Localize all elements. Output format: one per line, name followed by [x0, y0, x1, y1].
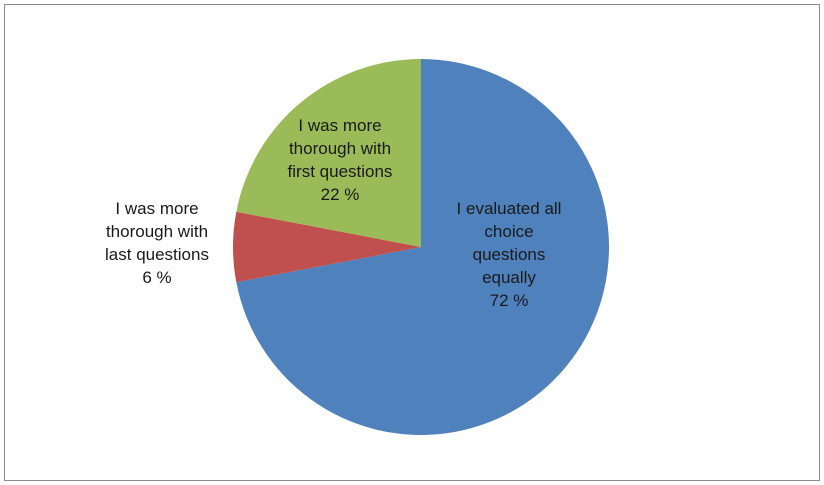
slice-last-questions-label: I was more thorough with last questions 6 %	[105, 199, 209, 287]
slice-first-questions	[236, 59, 421, 247]
slice-label-line: choice	[484, 222, 533, 241]
slice-evaluated-equally-label: I evaluated all choice questions equally 72 …	[457, 199, 562, 310]
slice-label-line: thorough with	[106, 222, 208, 241]
slice-label-line: equally	[482, 268, 536, 287]
slice-label-line: last questions	[105, 245, 209, 264]
slice-percent-text: 22 %	[321, 185, 360, 204]
slice-label-line: questions	[473, 245, 546, 264]
slice-label-line: first questions	[288, 162, 393, 181]
pie-slices	[232, 59, 609, 435]
slice-label-line: I was more	[115, 199, 198, 218]
slice-label-line: I evaluated all	[457, 199, 562, 218]
slice-percent-text: 72 %	[490, 291, 529, 310]
slice-label-line: I was more	[298, 116, 381, 135]
slice-label-line: thorough with	[289, 139, 391, 158]
slice-first-questions-label: I was more thorough with first questions 22…	[288, 116, 393, 204]
pie-labels: I evaluated all choice questions equally 72 …	[105, 116, 561, 310]
slice-evaluated-equally	[236, 59, 609, 435]
slice-last-questions	[232, 211, 421, 283]
slice-percent-text: 6 %	[142, 268, 171, 287]
